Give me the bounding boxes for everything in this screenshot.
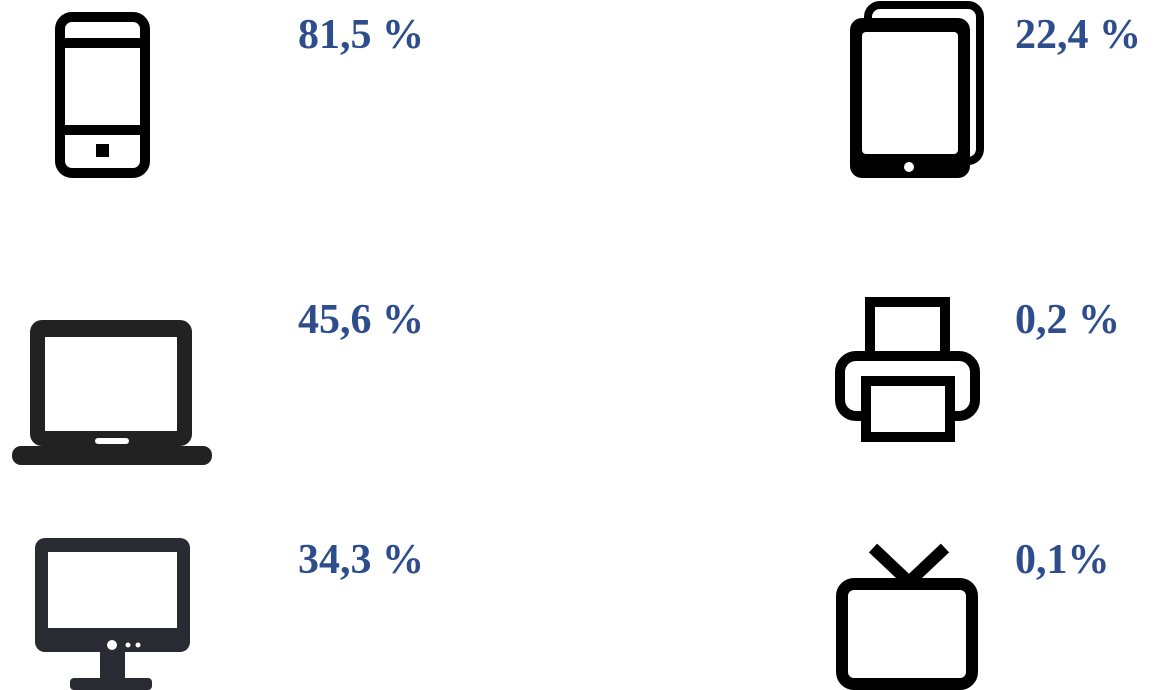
printer-value: 0,2 % <box>1015 297 1120 343</box>
tablet-icon <box>850 1 984 178</box>
tv-value: 0,1% <box>1015 537 1110 583</box>
phone-value: 81,5 % <box>298 12 424 58</box>
laptop-value: 45,6 % <box>298 297 424 343</box>
laptop-icon <box>12 320 212 465</box>
printer-icon <box>835 297 980 442</box>
tv-icon <box>836 543 978 690</box>
monitor-value: 34,3 % <box>298 537 424 583</box>
monitor-icon <box>35 538 190 690</box>
tablet-value: 22,4 % <box>1015 12 1141 58</box>
phone-icon <box>55 12 150 178</box>
